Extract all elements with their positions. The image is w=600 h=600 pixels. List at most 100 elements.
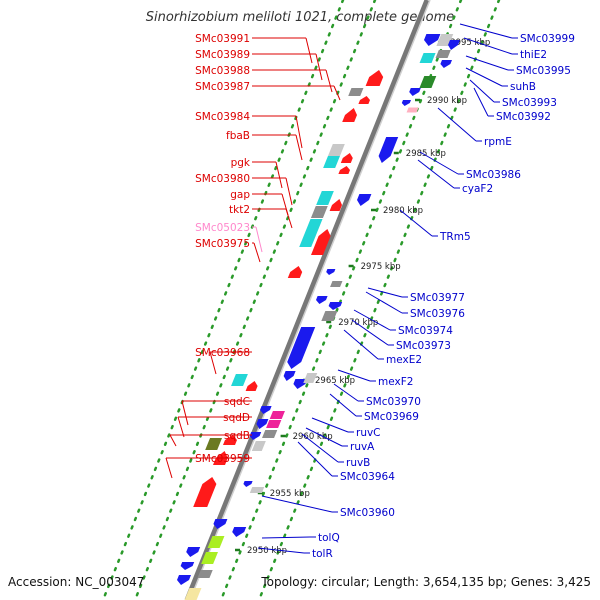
gene-label-right: mexF2 <box>378 376 413 388</box>
gene-feature-block <box>303 373 318 383</box>
gene-label-left: SMc03980 <box>195 173 250 185</box>
gene-label-right: mexE2 <box>386 354 422 366</box>
gene-label-right: cyaF2 <box>462 183 493 195</box>
gene-feature-arrow <box>326 269 336 275</box>
gene-feature-arrow <box>283 371 296 381</box>
gene-label-left: SMc03984 <box>195 111 250 123</box>
leader-line <box>275 161 283 189</box>
gene-label-right: SMc03992 <box>496 111 551 123</box>
gene-feature-arrow <box>249 432 262 440</box>
gene-label-right: SMc03964 <box>340 471 395 483</box>
leader-line <box>177 416 185 438</box>
tick-label: 2955 kbp <box>270 489 310 499</box>
gene-label-right: rpmE <box>484 136 512 148</box>
gene-label-right: SMc03974 <box>398 325 453 337</box>
gene-feature-block <box>310 206 328 218</box>
leader-line <box>261 495 333 513</box>
gene-feature-block <box>231 374 248 386</box>
gene-feature-arrow <box>424 34 441 46</box>
gene-feature-arrow <box>256 419 269 429</box>
leader-line <box>463 37 513 55</box>
gene-feature-arrow <box>401 100 411 106</box>
gene-feature-block <box>419 53 436 63</box>
gene-label-left: SMc03988 <box>195 65 250 77</box>
gene-label-left: sqdB <box>224 430 250 442</box>
gene-feature-block <box>184 588 202 600</box>
leader-line <box>367 287 403 298</box>
gene-feature-arrow <box>243 481 253 487</box>
gene-feature-arrow <box>287 266 303 278</box>
leader-line <box>329 393 357 417</box>
leader-line <box>295 115 303 149</box>
gene-feature-arrow <box>180 562 195 570</box>
gene-feature-block <box>330 281 343 287</box>
leader-line <box>399 209 433 237</box>
gene-label-right: tolR <box>312 548 333 560</box>
gene-label-right: suhB <box>510 81 536 93</box>
gene-feature-arrow <box>338 166 350 174</box>
gene-feature-arrow <box>223 435 237 445</box>
tick-label: 2960 kbp <box>293 432 333 442</box>
left-inner-dotted-track <box>133 0 377 600</box>
leader-line <box>343 329 379 360</box>
leader-line <box>465 55 509 71</box>
gene-feature-arrow <box>365 70 384 86</box>
leader-line <box>437 107 477 142</box>
gene-label-right: SMc03976 <box>410 308 465 320</box>
leader-line <box>315 53 323 81</box>
gene-label-right: SMc03969 <box>364 411 419 423</box>
genome-backbone-highlight <box>189 0 431 600</box>
gene-feature-arrow <box>213 519 228 529</box>
tick-label: 2995 kbp <box>450 38 490 48</box>
leader-line <box>253 242 261 263</box>
gene-feature-arrow <box>193 477 217 507</box>
leader-line <box>295 134 303 161</box>
gene-feature-arrow <box>357 194 372 206</box>
gene-label-right: TRm5 <box>439 231 471 243</box>
leader-line <box>333 85 341 101</box>
gene-feature-block <box>316 191 334 205</box>
leader-line <box>353 309 391 331</box>
genome-title: Sinorhizobium meliloti 1021, complete ge… <box>145 10 455 25</box>
tick-label: 2975 kbp <box>361 262 401 272</box>
gene-feature-arrow <box>177 575 191 585</box>
gene-feature-arrow <box>329 199 342 211</box>
leader-line <box>305 37 313 64</box>
gene-label-left: gap <box>230 189 250 201</box>
gene-label-right: SMc03960 <box>340 507 395 519</box>
genome-backbone-line <box>184 0 430 600</box>
gene-feature-arrow <box>340 153 353 163</box>
gene-label-right: SMc03973 <box>396 340 451 352</box>
gene-label-right: ruvC <box>356 427 381 439</box>
right-inner-dotted-track <box>219 0 463 600</box>
gene-label-left: sqdD <box>223 412 250 424</box>
genome-summary-text: Topology: circular; Length: 3,654,135 bp… <box>261 575 591 589</box>
leader-line <box>255 226 263 253</box>
gene-label-left: SMc03975 <box>195 238 250 250</box>
leader-line <box>169 434 177 447</box>
gene-feature-block <box>197 570 213 578</box>
gene-feature-arrow <box>378 137 399 163</box>
gene-label-left: SMc03989 <box>195 49 250 61</box>
gene-feature-block <box>207 536 225 548</box>
gene-feature-arrow <box>316 296 328 304</box>
gene-feature-block <box>323 156 340 168</box>
gene-feature-block <box>299 219 323 247</box>
gene-feature-arrow <box>342 108 357 122</box>
gene-feature-arrow <box>328 302 343 310</box>
gene-label-left: SMc03968 <box>195 347 250 359</box>
gene-feature-block <box>251 441 266 451</box>
gene-label-right: SMc03977 <box>410 292 465 304</box>
gene-feature-block <box>348 88 364 96</box>
tick-label: 2970 kbp <box>338 318 378 328</box>
gene-feature-block <box>201 552 218 564</box>
gene-feature-arrow <box>440 60 452 68</box>
gene-label-right: ruvB <box>346 457 370 469</box>
leader-line <box>285 208 293 229</box>
gene-feature-arrow <box>245 381 258 391</box>
leader-line <box>365 291 403 314</box>
leader-line <box>297 441 333 477</box>
gene-label-right: SMc03995 <box>516 65 571 77</box>
